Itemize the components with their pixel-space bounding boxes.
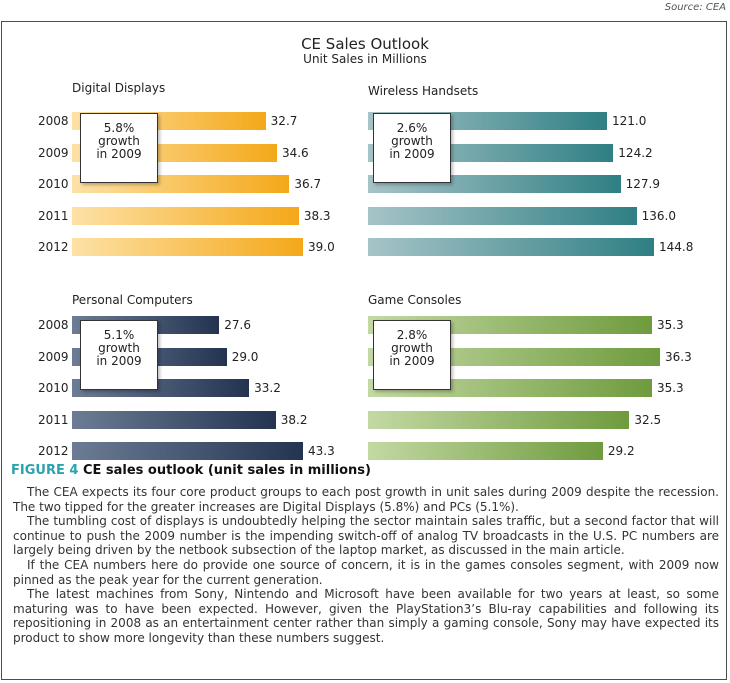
bar-game-consoles-2011 (368, 410, 630, 429)
value-label: 144.8 (659, 240, 694, 254)
panel-title-digital-displays: Digital Displays (72, 81, 166, 95)
value-label: 36.7 (294, 177, 322, 191)
figure-number: FIGURE 4 (11, 463, 79, 478)
growth-callout-game-consoles: 2.8% growth in 2009 (373, 320, 451, 390)
value-label: 33.2 (254, 381, 281, 395)
growth-text: growth (391, 134, 433, 148)
bar-wireless-handsets-2011 (368, 206, 637, 225)
value-label: 136.0 (641, 208, 676, 223)
growth-text: in 2009 (96, 147, 142, 161)
growth-text: growth (98, 134, 140, 148)
bar-game-consoles-2012 (368, 442, 603, 460)
source-note: Source: CEA (664, 2, 726, 13)
figure-frame (1, 21, 727, 680)
chart-subtitle: Unit Sales in Millions (303, 52, 427, 66)
figure-caption-text: CE sales outlook (unit sales in millions… (82, 463, 371, 478)
paragraph: The latest machines from Sony, Nintendo … (13, 587, 719, 645)
year-label: 2009 (38, 145, 69, 160)
year-label: 2012 (38, 240, 69, 254)
bar-digital-displays-2012 (72, 238, 303, 256)
value-label: 124.2 (618, 145, 653, 160)
value-label: 34.6 (281, 145, 309, 160)
growth-callout-digital-displays: 5.8% growth in 2009 (80, 113, 158, 183)
year-label: 2008 (38, 318, 69, 332)
value-label: 38.2 (280, 412, 308, 427)
bar-personal-computers-2012 (72, 442, 303, 460)
year-label: 2011 (38, 208, 69, 223)
year-label: 2010 (38, 381, 69, 395)
figure-caption: FIGURE 4 CE sales outlook (unit sales in… (11, 463, 371, 478)
paragraph: The CEA expects its four core product gr… (13, 485, 719, 514)
value-label: 36.3 (665, 349, 692, 364)
value-label: 32.7 (270, 114, 298, 128)
growth-text: in 2009 (389, 147, 435, 161)
value-label: 43.3 (308, 444, 335, 458)
growth-text: growth (98, 341, 140, 355)
panel-title-personal-computers: Personal Computers (72, 293, 193, 307)
growth-text: 2.8% (396, 328, 428, 342)
value-label: 35.3 (656, 318, 684, 332)
growth-text: 2.6% (396, 121, 428, 135)
bar-digital-displays-2011 (72, 206, 299, 225)
growth-text: 5.8% (103, 121, 135, 135)
value-label: 27.6 (224, 318, 251, 332)
value-label: 39.0 (308, 240, 335, 254)
bar-personal-computers-2011 (72, 410, 276, 429)
year-label: 2009 (38, 349, 69, 364)
body-text: The CEA expects its four core product gr… (13, 485, 719, 646)
value-label: 121.0 (611, 114, 647, 128)
growth-callout-wireless-handsets: 2.6% growth in 2009 (373, 113, 451, 183)
value-label: 35.3 (656, 381, 684, 395)
growth-text: in 2009 (389, 354, 435, 368)
paragraph: If the CEA numbers here do provide one s… (13, 557, 719, 587)
growth-text: in 2009 (96, 354, 142, 368)
year-label: 2008 (38, 114, 69, 128)
value-label: 127.9 (625, 177, 660, 191)
bar-wireless-handsets-2012 (368, 238, 654, 256)
growth-text: growth (391, 341, 433, 355)
year-label: 2012 (38, 444, 69, 458)
growth-text: 5.1% (103, 328, 135, 342)
value-label: 38.3 (303, 208, 331, 223)
value-label: 32.5 (634, 412, 662, 427)
chart-title: CE Sales Outlook (301, 35, 429, 53)
value-label: 29.0 (231, 349, 259, 364)
year-label: 2010 (38, 177, 69, 191)
value-label: 29.2 (607, 444, 635, 458)
growth-callout-personal-computers: 5.1% growth in 2009 (80, 320, 158, 390)
paragraph: The tumbling cost of displays is undoubt… (13, 514, 719, 558)
year-label: 2011 (38, 412, 69, 427)
panel-title-wireless-handsets: Wireless Handsets (368, 84, 479, 98)
panel-title-game-consoles: Game Consoles (368, 293, 462, 307)
